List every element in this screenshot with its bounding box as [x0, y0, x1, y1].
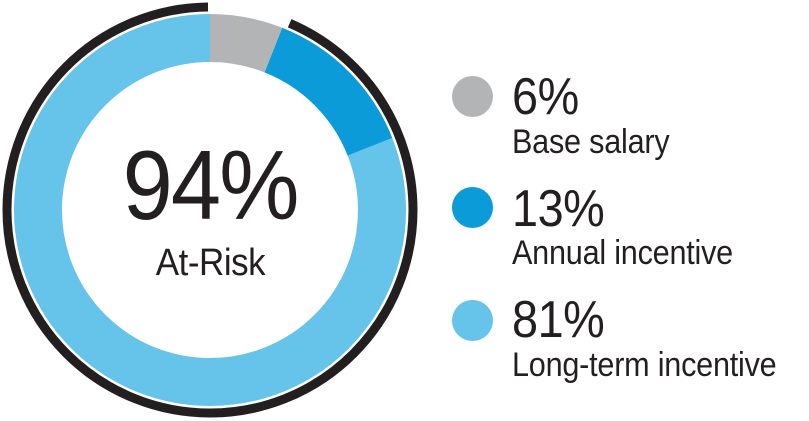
legend-label-text: Base salary — [512, 122, 670, 161]
legend-value-annual-incentive: 13% — [512, 183, 615, 235]
legend-label-annual-incentive: Annual incentive — [512, 236, 758, 270]
legend-value-text: 81% — [512, 291, 605, 349]
legend-label-long-term-incentive: Long-term incentive — [512, 348, 806, 382]
legend-value-long-term-incentive: 81% — [512, 294, 615, 346]
donut-center-value-text: 94% — [122, 130, 300, 240]
donut-segment-base-salary — [14, 14, 406, 406]
legend-value-base-salary: 6% — [512, 71, 586, 123]
donut-center-value: 94% — [0, 136, 420, 234]
at-risk-outer-arc — [2, 2, 418, 418]
donut-center-label-text: At-Risk — [155, 242, 265, 284]
legend-label-text: Long-term incentive — [512, 346, 777, 384]
donut-chart: 94% At-Risk — [0, 2, 420, 418]
legend-value-text: 13% — [512, 179, 605, 238]
legend-label-text: Annual incentive — [512, 234, 733, 272]
legend-label-base-salary: Base salary — [512, 125, 687, 159]
donut-center-label: At-Risk — [0, 244, 420, 282]
legend-swatch-base-salary — [452, 75, 493, 117]
legend-value-text: 6% — [512, 68, 579, 126]
legend-swatch-long-term-incentive — [452, 299, 493, 341]
legend-swatch-annual-incentive — [452, 187, 493, 228]
donut-chart-svg — [2, 2, 418, 418]
